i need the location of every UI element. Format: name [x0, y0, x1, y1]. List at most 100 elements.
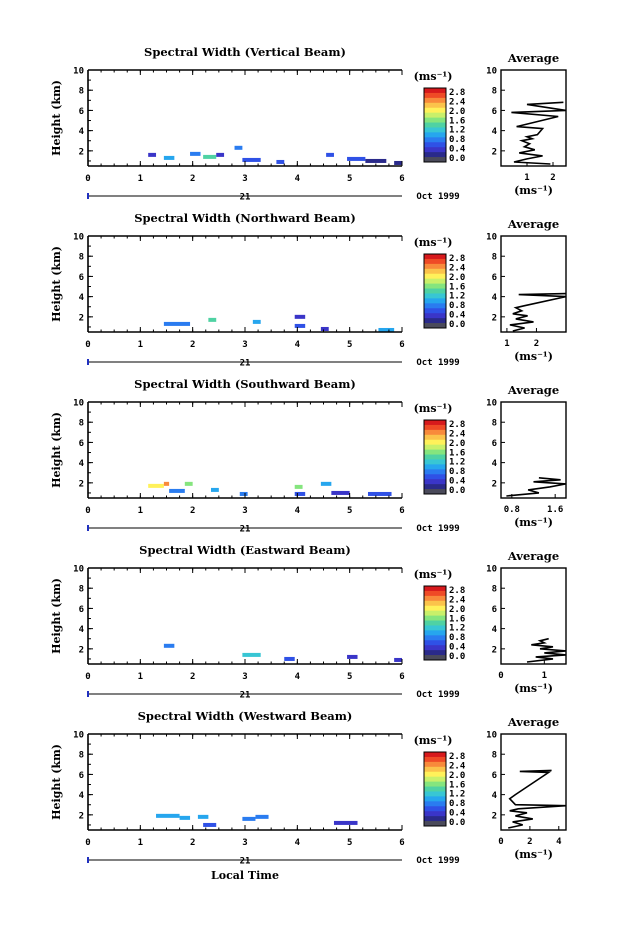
colorbar-swatch — [424, 635, 446, 641]
data-cell — [197, 814, 209, 819]
colorbar-swatch — [424, 816, 446, 822]
y-tick-label: 6 — [79, 439, 84, 449]
average-profile-line — [509, 292, 567, 332]
average-frame — [500, 69, 567, 167]
colorbar-swatch — [424, 278, 446, 285]
colorbar-swatch — [424, 263, 446, 270]
colorbar-swatch — [424, 459, 446, 465]
colorbar-tick-label: 2.4 — [449, 429, 466, 439]
x-tick-label: 6 — [399, 340, 404, 350]
x-tick-label: 0 — [85, 672, 90, 682]
colorbar-swatch — [424, 806, 446, 812]
avg-x-tick-label: 1 — [504, 339, 509, 349]
panel-title: Spectral Width (Northward Beam) — [134, 211, 356, 225]
data-cell — [347, 156, 366, 161]
colorbar-tick-label: 2.8 — [449, 88, 465, 98]
colorbar-tick-label: 2.8 — [449, 586, 465, 596]
average-title: Average — [507, 715, 559, 729]
data-cell — [148, 152, 157, 157]
x-axis-label: Local Time — [211, 869, 279, 882]
avg-x-tick-label: 4 — [556, 837, 562, 847]
avg-unit-label: (ms⁻¹) — [514, 516, 553, 529]
avg-y-tick-label: 8 — [492, 253, 497, 263]
y-axis-label: Height (km) — [50, 412, 63, 488]
data-cell — [347, 654, 358, 659]
average-frame — [500, 733, 567, 831]
colorbar-swatch — [424, 429, 446, 436]
colorbar-tick-label: 0.0 — [449, 818, 465, 828]
day-label: 21 — [240, 193, 251, 203]
x-tick-label: 5 — [347, 672, 352, 682]
colorbar-swatch — [424, 142, 446, 148]
colorbar-tick-label: 0.4 — [449, 643, 466, 653]
panel-title: Spectral Width (Eastward Beam) — [139, 543, 351, 557]
data-cell — [169, 488, 185, 493]
avg-unit-label: (ms⁻¹) — [514, 184, 553, 197]
x-tick-label: 2 — [190, 838, 195, 848]
panel-2: Spectral Width (Northward Beam) 0 1 2 3 4 5 6 2 4… — [50, 211, 567, 369]
x-tick-label: 0 — [85, 506, 90, 516]
colorbar-unit: (ms⁻¹) — [414, 734, 453, 747]
colorbar-tick-label: 0.8 — [449, 135, 465, 145]
avg-x-tick-label: 1.6 — [547, 505, 563, 515]
date-label: Oct 1999 — [416, 524, 459, 534]
avg-y-tick-label: 4 — [492, 791, 498, 801]
colorbar-swatch — [424, 586, 446, 592]
colorbar-swatch — [424, 640, 446, 646]
colorbar-swatch — [424, 444, 446, 451]
colorbar-frame — [423, 87, 447, 163]
average-profile-line — [508, 769, 567, 829]
colorbar-tick-label: 1.2 — [449, 790, 465, 800]
panel-title: Spectral Width (Westward Beam) — [138, 709, 353, 723]
data-cell — [242, 816, 256, 821]
x-tick-label: 5 — [347, 506, 352, 516]
colorbar-tick-label: 2.4 — [449, 761, 466, 771]
date-label: Oct 1999 — [416, 358, 459, 368]
colorbar-swatch — [424, 600, 446, 607]
colorbar-swatch — [424, 620, 446, 626]
x-tick-label: 1 — [138, 672, 143, 682]
x-tick-label: 4 — [295, 174, 301, 184]
x-tick-label: 4 — [295, 838, 301, 848]
colorbar-swatch — [424, 288, 446, 294]
y-tick-label: 2 — [79, 147, 84, 157]
avg-x-tick-label: 1 — [524, 173, 529, 183]
colorbar-tick-label: 0.8 — [449, 301, 465, 311]
x-tick-label: 1 — [138, 340, 143, 350]
data-cell — [276, 159, 285, 164]
avg-x-tick-label: 2 — [534, 339, 539, 349]
colorbar-tick-label: 0.4 — [449, 311, 466, 321]
colorbar-swatch — [424, 308, 446, 314]
data-cell — [239, 491, 248, 496]
average-frame — [500, 401, 567, 499]
x-tick-label: 5 — [347, 174, 352, 184]
data-cell — [163, 155, 175, 160]
y-tick-label: 10 — [73, 731, 84, 741]
y-tick-label: 8 — [79, 87, 84, 97]
colorbar-swatch — [424, 454, 446, 460]
data-cell — [216, 152, 225, 157]
colorbar-tick-label: 1.6 — [449, 116, 465, 126]
data-cell — [294, 314, 306, 319]
panel-4: Spectral Width (Eastward Beam) 0 1 2 3 4 5 6 2 4 6… — [50, 543, 567, 701]
data-cell — [284, 656, 295, 661]
colorbar-tick-label: 2.0 — [449, 771, 465, 781]
colorbar-swatch — [424, 650, 446, 656]
y-tick-label: 6 — [79, 107, 84, 117]
colorbar-swatch — [424, 625, 446, 631]
x-tick-label: 0 — [85, 174, 90, 184]
avg-x-tick-label: 0 — [498, 837, 503, 847]
colorbar-tick-label: 2.8 — [449, 254, 465, 264]
data-cell — [294, 484, 303, 489]
colorbar-swatch — [424, 449, 446, 456]
y-tick-label: 2 — [79, 645, 84, 655]
colorbar-tick-label: 1.6 — [449, 448, 465, 458]
colorbar-swatch — [424, 489, 446, 495]
data-cell — [156, 813, 180, 818]
y-tick-label: 4 — [79, 459, 85, 469]
x-tick-label: 2 — [190, 506, 195, 516]
y-tick-label: 10 — [73, 233, 84, 243]
data-cell — [148, 483, 164, 488]
avg-y-tick-label: 4 — [492, 625, 498, 635]
